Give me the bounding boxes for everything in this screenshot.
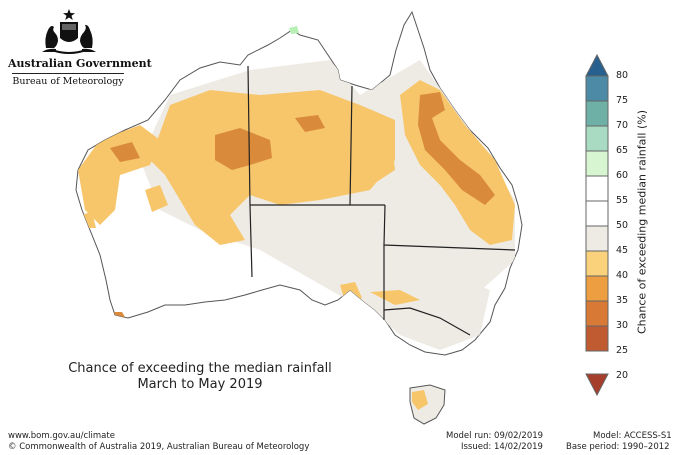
legend-tick-label: 75 — [616, 95, 629, 106]
legend-band — [585, 150, 609, 177]
legend-band — [585, 175, 609, 202]
legend-tick-label: 40 — [616, 270, 629, 281]
nsw-vic-border — [383, 307, 471, 336]
legend-tick-label: 50 — [616, 220, 629, 231]
legend-tick-label: 70 — [616, 120, 629, 131]
legend-band — [585, 300, 609, 327]
bureau-name: Bureau of Meteorology — [12, 76, 124, 87]
legend-band — [585, 200, 609, 227]
legend-tick-label: 55 — [616, 195, 629, 206]
legend-band — [585, 75, 609, 102]
very-dry-region-nt-north — [295, 115, 325, 132]
legend-band — [585, 225, 609, 252]
very-dry-region-wa — [110, 142, 140, 162]
issued-date: Issued: 14/02/2019 — [461, 442, 543, 452]
state-borders — [247, 65, 516, 336]
bom-logo: Australian Government Bureau of Meteorol… — [8, 8, 152, 90]
legend-band — [585, 250, 609, 277]
model-name: Model: ACCESS-S1 — [593, 431, 672, 441]
legend-arrow-top — [585, 53, 609, 77]
legend-band — [585, 325, 609, 352]
footer-copyright: © Commonwealth of Australia 2019, Austra… — [8, 442, 310, 452]
footer-url[interactable]: www.bom.gov.au/climate — [8, 431, 115, 441]
legend-band — [585, 100, 609, 127]
legend-colour-bar — [585, 53, 609, 397]
very-dry-region-nt — [215, 128, 272, 170]
map-title: Chance of exceeding the median rainfall … — [40, 361, 360, 393]
base-period: Base period: 1990–2012 — [566, 442, 670, 452]
legend-tick-label: 80 — [616, 70, 629, 81]
very-dry-region-qld — [418, 92, 495, 205]
legend-tick-label: 30 — [616, 320, 629, 331]
legend-tick-label: 60 — [616, 170, 629, 181]
dry-region-pilbara — [145, 185, 168, 212]
legend-tick-label: 25 — [616, 345, 629, 356]
near-median-region-south — [330, 260, 490, 350]
dry-region-north — [150, 90, 395, 245]
legend-bands — [585, 75, 609, 352]
nt-qld-border — [349, 85, 353, 206]
dry-region-gulf — [358, 125, 395, 185]
map-title-line-1: Chance of exceeding the median rainfall — [68, 361, 332, 376]
legend-axis-label: Chance of exceeding median rainfall (%) — [632, 72, 652, 372]
legend-tick-label: 45 — [616, 245, 629, 256]
wetter-patch — [289, 26, 299, 34]
map-title-line-2: March to May 2019 — [137, 377, 263, 392]
coat-of-arms-icon — [42, 9, 96, 54]
legend-tick-label: 20 — [616, 370, 629, 381]
dry-region-vic — [370, 290, 420, 305]
model-run: Model run: 09/02/2019 — [446, 431, 544, 441]
legend-arrow-bottom — [585, 373, 609, 397]
legend-tick-label: 65 — [616, 145, 629, 156]
government-name: Australian Government — [8, 57, 152, 70]
tasmania-dry-region — [412, 390, 428, 410]
legend-axis-label-text: Chance of exceeding median rainfall (%) — [635, 109, 649, 335]
legend-tick-label: 35 — [616, 295, 629, 306]
logo-divider — [12, 73, 124, 74]
legend-band — [585, 275, 609, 302]
dry-region-west — [78, 125, 160, 225]
colour-legend: 80 75 70 65 60 55 50 45 40 35 30 25 20 Chance of exc… — [578, 52, 678, 402]
legend-band — [585, 125, 609, 152]
